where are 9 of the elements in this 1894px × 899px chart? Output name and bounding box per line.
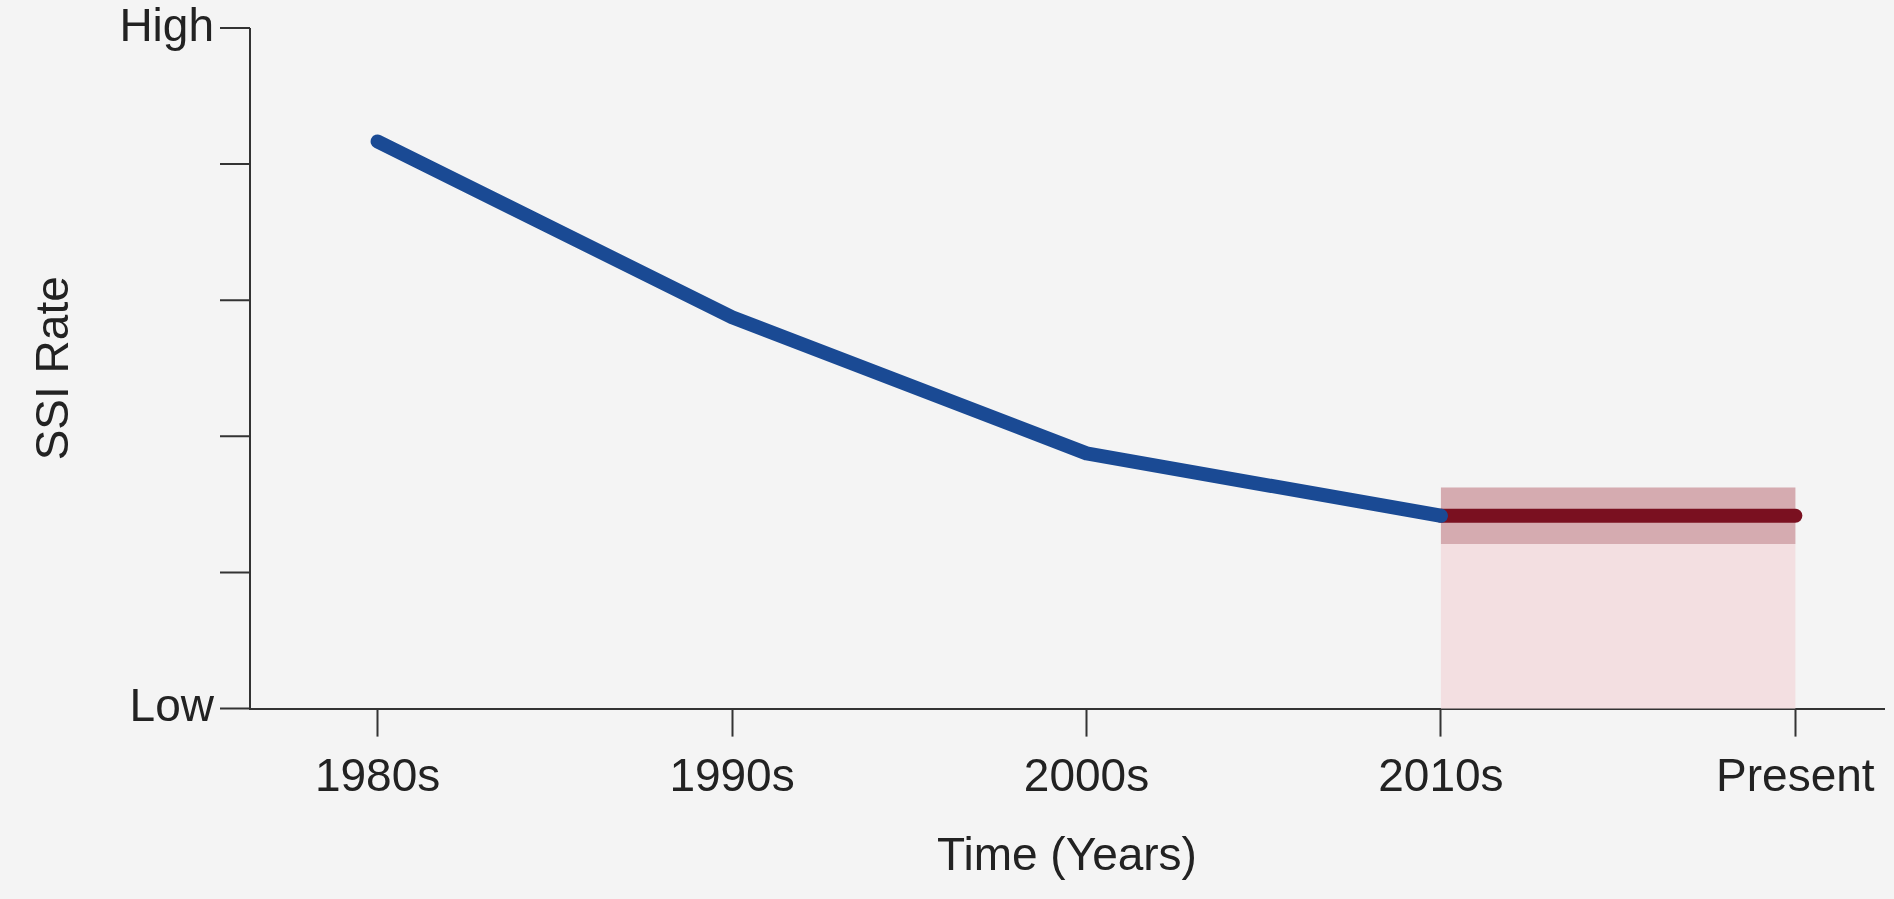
text: High <box>119 0 214 51</box>
text: Low <box>129 679 215 732</box>
x-tick-label: 1990s <box>669 748 795 801</box>
x-tick-label: 2010s <box>1378 748 1504 801</box>
x-tick-label: Present <box>1716 748 1875 801</box>
y-axis-title: SSI Rate <box>25 276 78 461</box>
x-axis-title: Time (Years) <box>937 828 1197 881</box>
x-tick-label: 2000s <box>1023 748 1150 801</box>
x-tick-label: 1980s <box>314 748 441 801</box>
